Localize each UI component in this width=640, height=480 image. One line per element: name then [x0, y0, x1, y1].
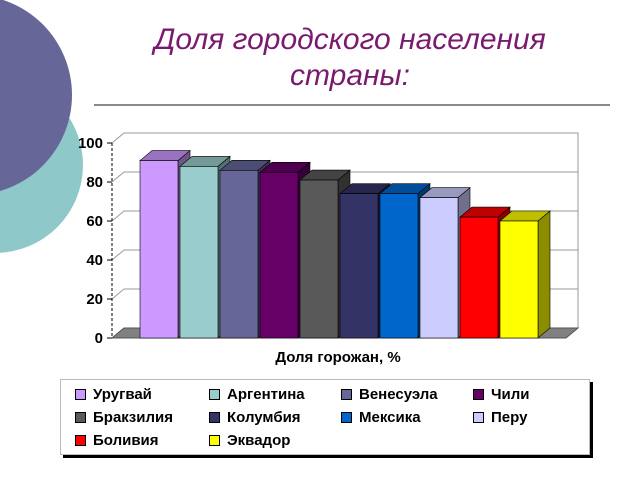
bar-front — [459, 216, 499, 339]
bar-front — [379, 193, 419, 339]
y-tick-label: 40 — [86, 252, 103, 269]
bar-side — [537, 210, 551, 339]
legend-swatch — [75, 435, 86, 446]
bar-front — [259, 171, 299, 339]
legend-label: Эквадор — [227, 432, 291, 449]
legend-label: Боливия — [93, 432, 159, 449]
legend-label: Венесуэла — [359, 386, 438, 403]
legend-swatch — [75, 412, 86, 423]
legend-swatch — [473, 412, 484, 423]
legend-item: Колумбия — [209, 409, 301, 426]
title-divider — [94, 104, 610, 106]
legend-swatch — [75, 389, 86, 400]
chart-legend: Уругвай Аргентина Венесуэла Чили Бракзилия Ко… — [60, 379, 590, 455]
legend-item: Перу — [473, 409, 527, 426]
legend-item: Эквадор — [209, 432, 290, 449]
bar-front — [179, 166, 219, 339]
legend-label: Мексика — [359, 409, 421, 426]
legend-item: Аргентина — [209, 386, 305, 403]
decorative-circles — [0, 0, 83, 253]
legend-item: Мексика — [341, 409, 421, 426]
bar-front — [419, 197, 459, 339]
legend-item: Бракзилия — [75, 409, 173, 426]
legend-swatch — [209, 435, 220, 446]
slide-title: Доля городского населения страны: — [120, 22, 580, 94]
bar-10 — [499, 210, 551, 339]
x-axis-label: Доля горожан, % — [275, 349, 400, 366]
slide-title-line1: Доля городского населения — [154, 23, 546, 56]
y-tick-label: 20 — [86, 291, 103, 308]
chart-y-axis: 0 20 40 60 80 100 — [78, 135, 113, 347]
legend-swatch — [341, 389, 352, 400]
legend-item: Боливия — [75, 432, 159, 449]
gridline — [111, 132, 578, 144]
legend-swatch — [209, 412, 220, 423]
y-tick-label: 0 — [95, 330, 103, 347]
bar-front — [299, 179, 339, 339]
bar-front — [219, 170, 259, 339]
legend-item: Венесуэла — [341, 386, 438, 403]
legend-label: Колумбия — [227, 409, 301, 426]
y-tick-label: 80 — [86, 174, 103, 191]
bar-front — [499, 220, 539, 339]
legend-swatch — [341, 412, 352, 423]
gridline — [111, 171, 578, 183]
y-tick-label: 100 — [78, 135, 103, 152]
legend-label: Чили — [491, 386, 530, 403]
chart-bars — [139, 149, 551, 339]
bar-front — [139, 160, 179, 339]
legend-item: Уругвай — [75, 386, 152, 403]
bar-chart: 0 20 40 60 80 100 Доля горожан, % — [78, 132, 580, 366]
slide-title-line2: страны: — [290, 59, 410, 92]
y-tick-label: 60 — [86, 213, 103, 230]
legend-swatch — [473, 389, 484, 400]
legend-label: Уругвай — [93, 386, 152, 403]
bar-front — [339, 193, 379, 339]
legend-label: Перу — [491, 409, 528, 426]
legend-label: Аргентина — [227, 386, 305, 403]
legend-swatch — [209, 389, 220, 400]
bar-6 — [339, 183, 391, 339]
purple-circle — [0, 0, 72, 191]
legend-label: Бракзилия — [93, 409, 173, 426]
legend-item: Чили — [473, 386, 530, 403]
